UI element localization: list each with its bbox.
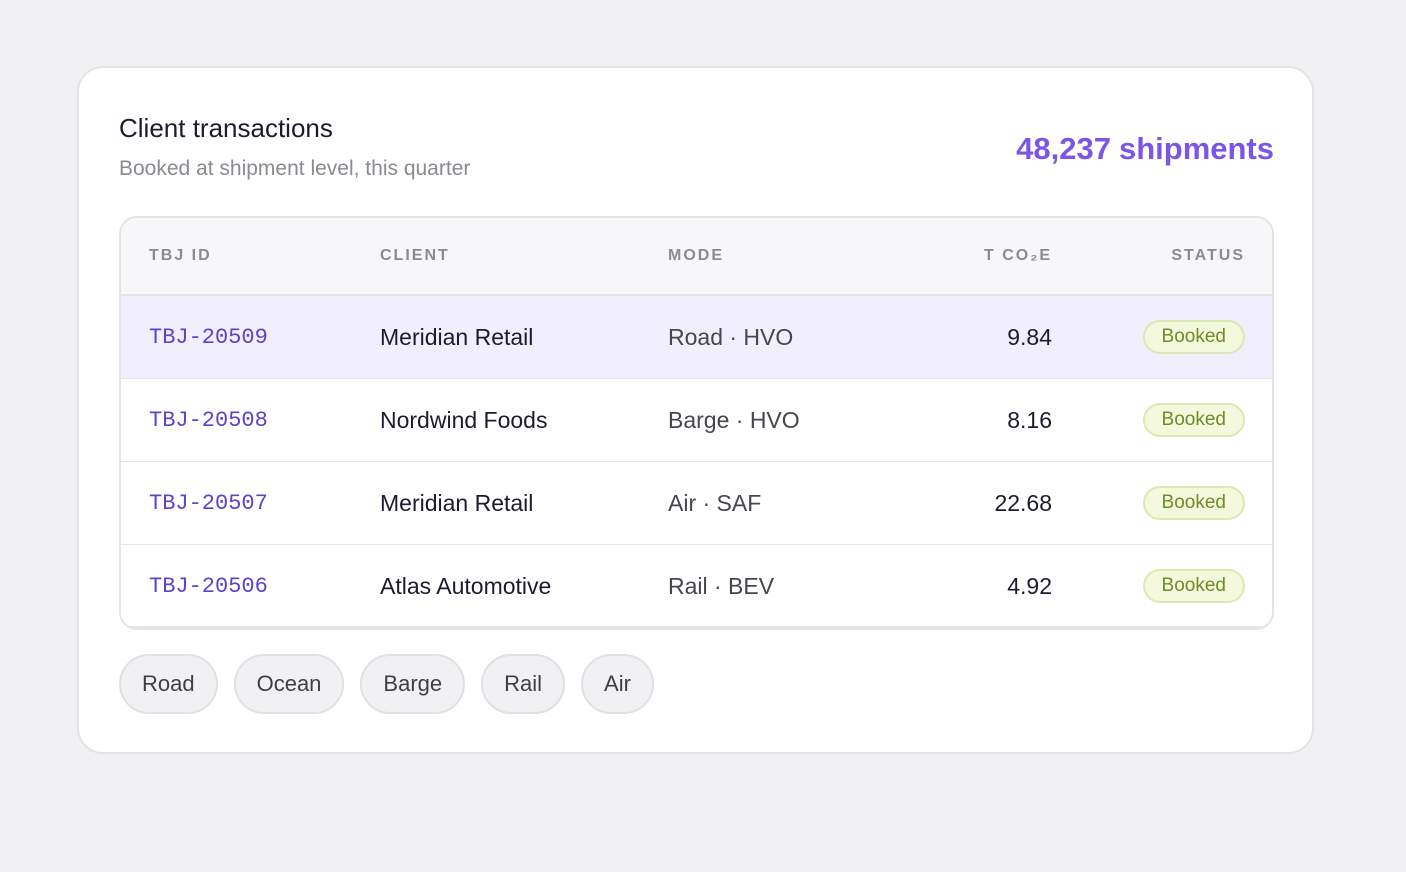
- client-name: Atlas Automotive: [380, 572, 552, 599]
- status-cell: Booked: [1142, 296, 1245, 378]
- status-cell: Booked: [1142, 379, 1245, 461]
- column-header-id: TBJ ID: [149, 247, 212, 264]
- filter-chip-road[interactable]: Road: [119, 654, 218, 714]
- transaction-id-link[interactable]: TBJ-20509: [149, 324, 268, 350]
- shipment-count-label: shipments: [1118, 131, 1274, 166]
- table-row[interactable]: TBJ-20506 Atlas Automotive Rail · BEV 4.…: [121, 545, 1272, 628]
- transactions-table: TBJ ID CLIENT MODE T CO₂E STATUS TBJ-205…: [119, 216, 1274, 630]
- shipment-count-value: 48,237: [1016, 131, 1111, 166]
- column-header-mode: MODE: [668, 247, 724, 264]
- table-header: TBJ ID CLIENT MODE T CO₂E STATUS: [121, 218, 1272, 296]
- filter-chip-air[interactable]: Air: [581, 654, 654, 714]
- status-badge: Booked: [1142, 569, 1245, 603]
- card-subtitle: Booked at shipment level, this quarter: [119, 157, 471, 180]
- tco2e-value: 4.92: [1007, 572, 1052, 599]
- transport-mode: Rail · BEV: [668, 572, 775, 599]
- status-badge: Booked: [1142, 320, 1245, 354]
- tco2e-value: 9.84: [1007, 323, 1052, 350]
- column-header-status: STATUS: [1171, 247, 1245, 264]
- status-cell: Booked: [1142, 462, 1245, 544]
- transport-mode: Air · SAF: [668, 489, 762, 516]
- client-name: Nordwind Foods: [380, 406, 548, 433]
- transaction-id-link[interactable]: TBJ-20507: [149, 490, 268, 516]
- card-header: Client transactions Booked at shipment l…: [119, 112, 1274, 192]
- transport-mode: Barge · HVO: [668, 406, 800, 433]
- tco2e-value: 8.16: [1007, 406, 1052, 433]
- tco2e-value: 22.68: [994, 489, 1052, 516]
- transaction-id-link[interactable]: TBJ-20508: [149, 407, 268, 433]
- column-header-tco2e: T CO₂E: [984, 247, 1052, 264]
- table-row[interactable]: TBJ-20507 Meridian Retail Air · SAF 22.6…: [121, 462, 1272, 545]
- shipment-count: 48,237 shipments: [1016, 130, 1274, 168]
- table-row[interactable]: TBJ-20508 Nordwind Foods Barge · HVO 8.1…: [121, 379, 1272, 462]
- transport-mode: Road · HVO: [668, 323, 794, 350]
- column-header-client: CLIENT: [380, 247, 450, 264]
- filter-chip-rail[interactable]: Rail: [481, 654, 566, 714]
- filter-chip-ocean[interactable]: Ocean: [233, 654, 345, 714]
- status-badge: Booked: [1142, 403, 1245, 437]
- table-row[interactable]: TBJ-20509 Meridian Retail Road · HVO 9.8…: [121, 296, 1272, 379]
- transaction-id-link[interactable]: TBJ-20506: [149, 573, 268, 599]
- transactions-card: Client transactions Booked at shipment l…: [77, 66, 1314, 754]
- mode-filter-chips: Road Ocean Barge Rail Air: [119, 654, 654, 714]
- status-badge: Booked: [1142, 486, 1245, 520]
- client-name: Meridian Retail: [380, 489, 534, 516]
- card-title: Client transactions: [119, 113, 333, 143]
- status-cell: Booked: [1142, 545, 1245, 627]
- client-name: Meridian Retail: [380, 323, 534, 350]
- filter-chip-barge[interactable]: Barge: [360, 654, 466, 714]
